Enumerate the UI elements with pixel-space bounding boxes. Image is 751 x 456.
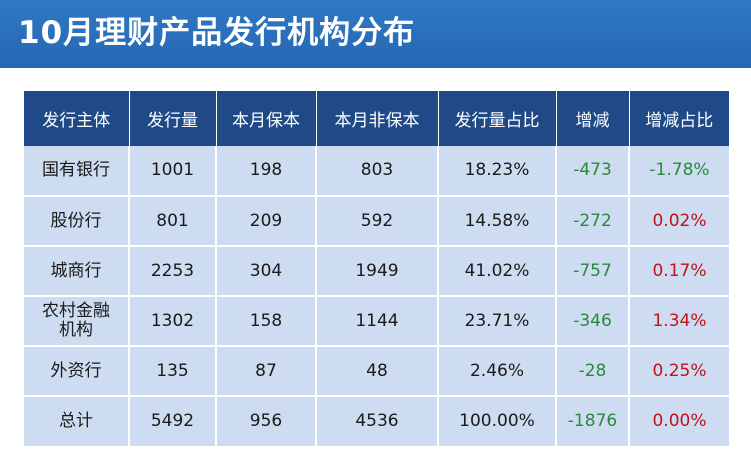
cell-guaranteed: 304 xyxy=(216,246,317,297)
cell-change-share: 0.00% xyxy=(629,396,729,446)
cell-share: 41.02% xyxy=(438,246,557,297)
cell-change: -346 xyxy=(556,296,630,347)
cell-change: -272 xyxy=(556,196,630,247)
cell-non-guaranteed: 1144 xyxy=(316,296,439,347)
cell-change: -473 xyxy=(556,146,630,197)
cell-non-guaranteed: 48 xyxy=(316,346,439,397)
cell-share: 100.00% xyxy=(438,396,557,446)
cell-change-share: 1.34% xyxy=(629,296,729,347)
header-issuer: 发行主体 xyxy=(24,91,130,146)
cell-volume: 135 xyxy=(129,346,217,397)
header-change-share: 增减占比 xyxy=(629,91,729,146)
cell-guaranteed: 209 xyxy=(216,196,317,247)
cell-guaranteed: 198 xyxy=(216,146,317,197)
table-header-row: 发行主体 发行量 本月保本 本月非保本 发行量占比 增减 增减占比 xyxy=(24,91,729,146)
table-body: 国有银行 1001 198 803 18.23% -473 -1.78% 股份行 801 209 5… xyxy=(24,146,729,446)
cell-non-guaranteed: 4536 xyxy=(316,396,439,446)
cell-share: 23.71% xyxy=(438,296,557,347)
cell-change: -757 xyxy=(556,246,630,297)
cell-change: -1876 xyxy=(556,396,630,446)
table-row: 股份行 801 209 592 14.58% -272 0.02% xyxy=(24,196,729,247)
issuer-distribution-table: 发行主体 发行量 本月保本 本月非保本 发行量占比 增减 增减占比 国有银行 10… xyxy=(24,91,729,446)
cell-guaranteed: 158 xyxy=(216,296,317,347)
table-row: 农村金融 机构 1302 158 1144 23.71% -346 1.34% xyxy=(24,296,729,347)
cell-change: -28 xyxy=(556,346,630,397)
cell-share: 14.58% xyxy=(438,196,557,247)
cell-guaranteed: 87 xyxy=(216,346,317,397)
table-row: 外资行 135 87 48 2.46% -28 0.25% xyxy=(24,346,729,397)
cell-share: 18.23% xyxy=(438,146,557,197)
header-share: 发行量占比 xyxy=(438,91,557,146)
cell-issuer: 外资行 xyxy=(24,346,130,397)
table-row: 国有银行 1001 198 803 18.23% -473 -1.78% xyxy=(24,146,729,197)
cell-volume: 801 xyxy=(129,196,217,247)
cell-issuer: 农村金融 机构 xyxy=(24,296,130,347)
cell-change-share: -1.78% xyxy=(629,146,729,197)
table-row: 总计 5492 956 4536 100.00% -1876 0.00% xyxy=(24,396,729,446)
header-non-guaranteed: 本月非保本 xyxy=(316,91,439,146)
cell-non-guaranteed: 1949 xyxy=(316,246,439,297)
cell-non-guaranteed: 803 xyxy=(316,146,439,197)
cell-guaranteed: 956 xyxy=(216,396,317,446)
cell-share: 2.46% xyxy=(438,346,557,397)
cell-change-share: 0.02% xyxy=(629,196,729,247)
header-change: 增减 xyxy=(556,91,630,146)
cell-issuer: 城商行 xyxy=(24,246,130,297)
cell-issuer: 国有银行 xyxy=(24,146,130,197)
cell-volume: 1001 xyxy=(129,146,217,197)
header-volume: 发行量 xyxy=(129,91,217,146)
cell-volume: 2253 xyxy=(129,246,217,297)
header-guaranteed: 本月保本 xyxy=(216,91,317,146)
cell-volume: 1302 xyxy=(129,296,217,347)
title-bar: 10月理财产品发行机构分布 xyxy=(0,0,751,68)
table-row: 城商行 2253 304 1949 41.02% -757 0.17% xyxy=(24,246,729,297)
cell-issuer: 总计 xyxy=(24,396,130,446)
cell-change-share: 0.25% xyxy=(629,346,729,397)
cell-change-share: 0.17% xyxy=(629,246,729,297)
page-title: 10月理财产品发行机构分布 xyxy=(18,15,416,51)
cell-volume: 5492 xyxy=(129,396,217,446)
cell-issuer: 股份行 xyxy=(24,196,130,247)
cell-non-guaranteed: 592 xyxy=(316,196,439,247)
